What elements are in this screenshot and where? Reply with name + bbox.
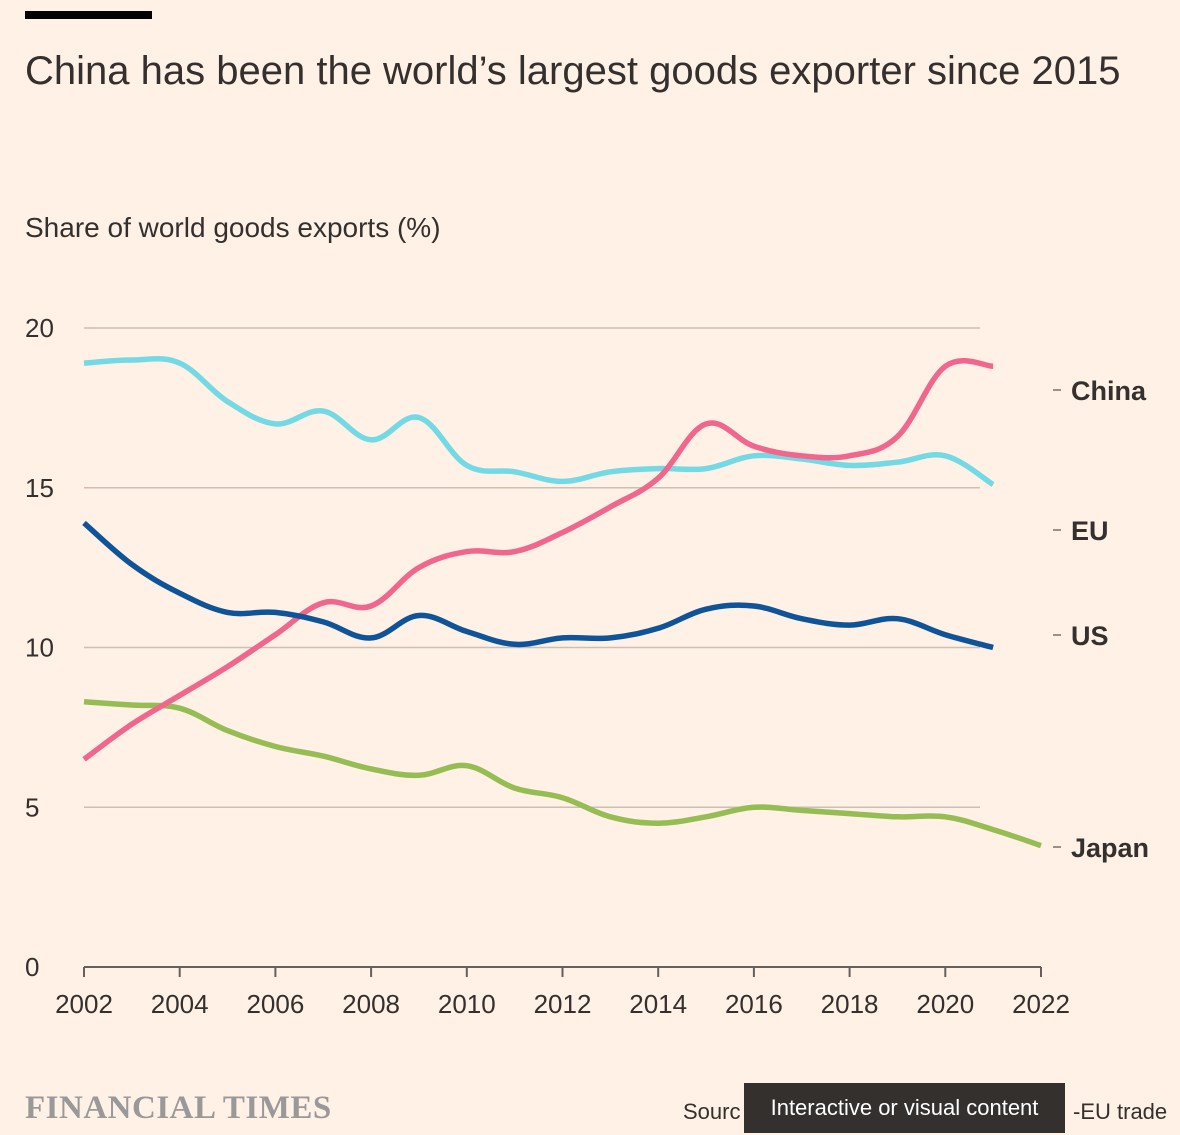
y-axis: 0 5 10 15 20 bbox=[25, 313, 54, 982]
x-axis: 2002 2004 2006 2008 2010 2012 2014 2016 2018 2020… bbox=[55, 966, 1070, 1019]
series-label-eu: EU bbox=[1071, 516, 1109, 546]
x-tick-label-2010: 2010 bbox=[438, 989, 496, 1019]
x-tick-label-2004: 2004 bbox=[151, 989, 209, 1019]
y-tick-label-5: 5 bbox=[25, 792, 39, 822]
source-note: Sourc bbox=[683, 1099, 740, 1125]
x-tick-label-2008: 2008 bbox=[342, 989, 400, 1019]
legend-labels: China EU US Japan bbox=[1053, 376, 1149, 863]
chart-title: China has been the world’s largest goods… bbox=[25, 49, 1121, 93]
x-tick-label-2022: 2022 bbox=[1012, 989, 1070, 1019]
series-line-eu bbox=[83, 356, 995, 487]
chart-subtitle: Share of world goods exports (%) bbox=[25, 212, 441, 243]
x-tick-label-2002: 2002 bbox=[55, 989, 113, 1019]
top-rule bbox=[25, 11, 152, 19]
series-label-us: US bbox=[1071, 621, 1109, 651]
series-layer bbox=[82, 356, 1042, 849]
series-label-china: China bbox=[1071, 376, 1147, 406]
x-tick-label-2014: 2014 bbox=[629, 989, 687, 1019]
interactive-content-tooltip: Interactive or visual content bbox=[744, 1083, 1065, 1133]
series-line-japan bbox=[83, 699, 1042, 849]
source-note-end: -EU trade bbox=[1073, 1099, 1167, 1125]
series-line-us bbox=[82, 520, 994, 651]
series-line-china bbox=[82, 358, 994, 762]
source-text-start: Sourc bbox=[683, 1099, 741, 1124]
y-tick-label-15: 15 bbox=[25, 473, 54, 503]
grid-layer bbox=[84, 327, 980, 808]
x-tick-label-2012: 2012 bbox=[534, 989, 592, 1019]
y-tick-label-10: 10 bbox=[25, 633, 54, 663]
x-tick-label-2006: 2006 bbox=[246, 989, 304, 1019]
source-text-end: -EU trade bbox=[1073, 1099, 1168, 1124]
ft-logo: FINANCIAL TIMES bbox=[25, 1090, 332, 1126]
x-tick-label-2020: 2020 bbox=[916, 989, 974, 1019]
line-chart[interactable]: 2002 2004 2006 2008 2010 2012 2014 2016 2018 2020… bbox=[0, 0, 1180, 1080]
series-label-japan: Japan bbox=[1071, 833, 1149, 863]
y-tick-label-0: 0 bbox=[25, 952, 39, 982]
x-tick-label-2016: 2016 bbox=[725, 989, 783, 1019]
y-tick-label-20: 20 bbox=[25, 313, 54, 343]
x-tick-label-2018: 2018 bbox=[821, 989, 879, 1019]
